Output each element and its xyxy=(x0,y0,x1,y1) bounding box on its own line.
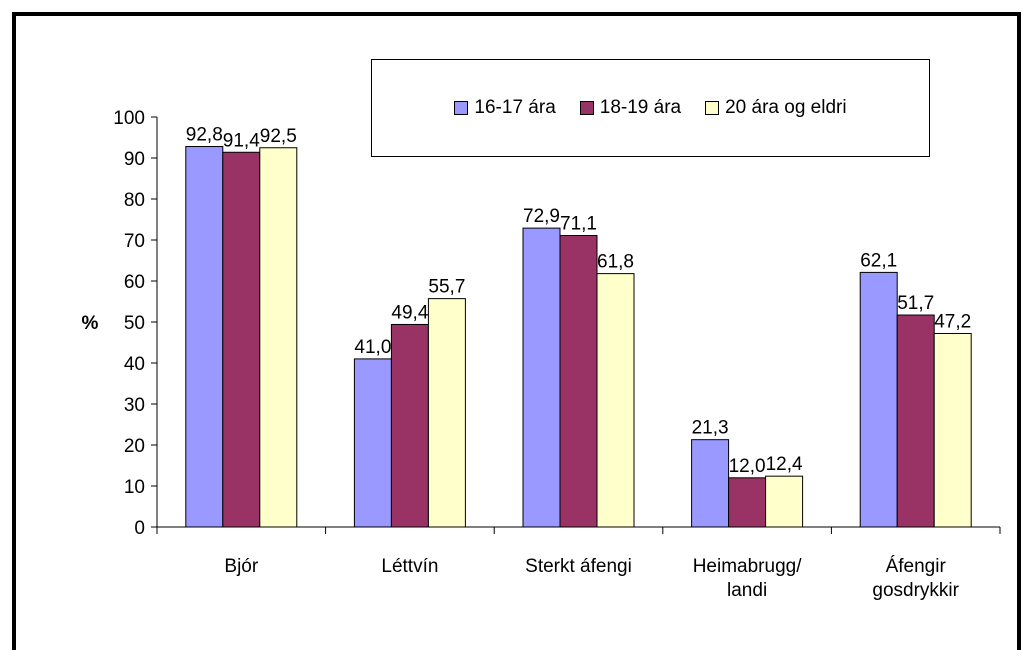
bar xyxy=(728,477,767,528)
bar xyxy=(185,146,224,528)
x-tick-label: Léttvín xyxy=(381,556,438,577)
x-tick-label: Heimabrugg/ xyxy=(693,556,802,577)
legend-item-series-2: 18-19 ára xyxy=(579,97,682,119)
data-label: 12,4 xyxy=(766,454,803,475)
bar xyxy=(259,147,298,528)
y-tick-label: 80 xyxy=(124,190,145,211)
legend-label-series-1: 16-17 ára xyxy=(474,97,556,118)
bar xyxy=(559,234,598,528)
bar xyxy=(353,358,392,528)
data-label: 92,5 xyxy=(260,126,297,147)
data-label: 62,1 xyxy=(860,250,897,271)
data-label: 71,1 xyxy=(560,213,597,234)
chart-data-labels: 92,8 91,4 92,5 41,049,455,7 72,9 71,161,8 21,3… xyxy=(186,125,971,477)
data-label: 41,0 xyxy=(354,337,391,358)
y-tick-label: 60 xyxy=(124,272,145,293)
y-tick-label: 90 xyxy=(124,149,145,170)
y-tick-label: 50 xyxy=(124,313,145,334)
legend-swatch-series-2 xyxy=(579,101,594,115)
legend-swatch-series-1 xyxy=(454,101,469,115)
data-label: 61,8 xyxy=(597,252,634,273)
legend-item-series-1: 16-17 ára xyxy=(454,97,556,119)
y-tick-label: 40 xyxy=(124,354,145,375)
legend-label-series-3: 20 ára og eldri xyxy=(725,97,847,118)
data-label: 12,0 xyxy=(729,456,766,477)
data-label: 49,4 xyxy=(391,302,428,323)
y-tick-label: 100 xyxy=(113,108,145,129)
x-tick-label: Bjór xyxy=(224,556,258,577)
bar xyxy=(765,475,804,528)
chart-axes: 0 10 20 30 40 50 60 70 80 90 100 Bjór Léttvín Sterkt … xyxy=(113,108,1001,601)
data-label: 91,4 xyxy=(223,130,260,151)
y-tick-label: 10 xyxy=(124,477,145,498)
y-tick-label: 0 xyxy=(134,518,145,539)
legend-item-series-3: 20 ára og eldri xyxy=(705,97,847,119)
data-label: 72,9 xyxy=(523,206,560,227)
x-tick-label: Sterkt áfengi xyxy=(525,556,632,577)
legend-label-series-2: 18-19 ára xyxy=(599,97,682,118)
bar xyxy=(596,273,635,528)
x-tick-label: landi xyxy=(727,580,767,601)
y-tick-label: 20 xyxy=(124,436,145,457)
legend: 16-17 ára 18-19 ára 20 ára og eldri xyxy=(371,59,930,157)
data-label: 55,7 xyxy=(428,277,465,298)
bar xyxy=(390,323,429,528)
data-label: 21,3 xyxy=(692,418,729,439)
y-axis-label: % xyxy=(82,313,99,334)
bar xyxy=(933,332,972,528)
bar xyxy=(522,227,561,528)
bar xyxy=(859,271,898,528)
data-label: 47,2 xyxy=(934,311,971,332)
x-tick-label: gosdrykkir xyxy=(872,580,959,601)
bar xyxy=(896,314,935,528)
data-label: 92,8 xyxy=(186,125,223,146)
chart-frame xyxy=(12,12,1021,650)
bar xyxy=(691,439,730,528)
legend-swatch-series-3 xyxy=(705,101,720,115)
y-tick-label: 70 xyxy=(124,231,145,252)
chart-bars xyxy=(185,146,972,528)
x-tick-label: Áfengir xyxy=(886,556,947,577)
bar xyxy=(427,298,466,528)
data-label: 51,7 xyxy=(897,293,934,314)
y-tick-label: 30 xyxy=(124,395,145,416)
bar xyxy=(222,151,261,528)
